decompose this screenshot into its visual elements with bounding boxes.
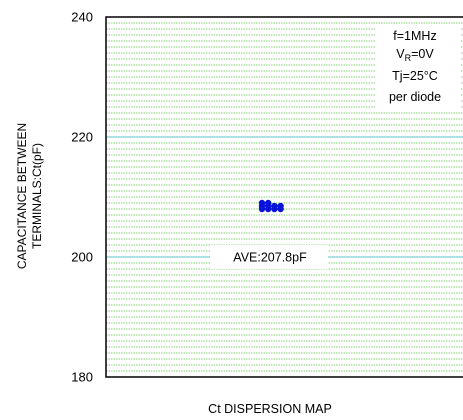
average-annotation: AVE:207.8pF: [210, 245, 328, 269]
average-label: AVE:207.8pF: [233, 251, 307, 265]
condition-vr-rest: =0V: [411, 47, 434, 61]
data-point: [277, 205, 284, 213]
data-point: [258, 205, 266, 213]
condition-frequency: f=1MHz: [393, 29, 436, 43]
y-axis-label-line-2: TERMINALS:Ct(pF): [30, 143, 44, 249]
condition-reverse-voltage: VR=0V: [396, 47, 434, 63]
y-tick-label: 220: [71, 130, 93, 145]
data-point: [265, 205, 272, 213]
y-tick-label: 240: [71, 10, 93, 25]
y-tick-label: 180: [71, 370, 93, 385]
y-axis-label-line-1: CAPACITANCE BETWEEN: [15, 123, 29, 269]
condition-vr-main: V: [396, 47, 405, 61]
condition-temperature: Tj=25°C: [392, 69, 438, 83]
plot-frame: [105, 16, 463, 378]
condition-vr-sub: R: [405, 53, 412, 63]
x-axis-label: Ct DISPERSION MAP: [208, 402, 332, 416]
y-tick-label: 200: [71, 250, 93, 265]
measurement-conditions: f=1MHz VR=0V Tj=25°C per diode: [375, 28, 461, 108]
data-point: [271, 205, 278, 213]
conditions-box: [375, 28, 461, 108]
y-tick-labels: 180 200 220 240: [71, 10, 93, 385]
condition-per-diode: per diode: [389, 90, 441, 104]
data-points: [258, 199, 284, 213]
average-label-box: [210, 245, 328, 269]
